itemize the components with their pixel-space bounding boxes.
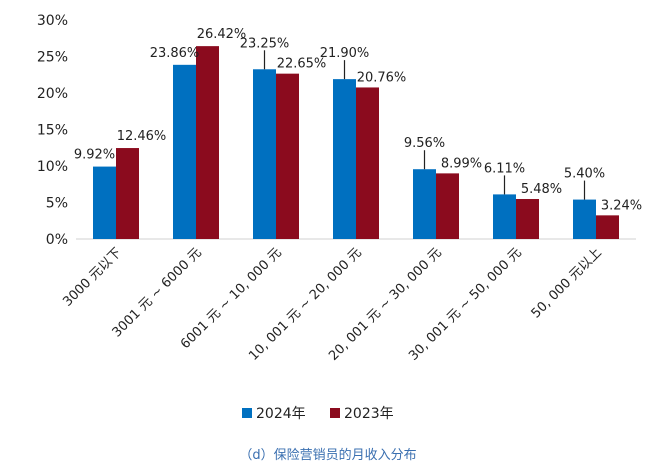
- chart-caption: （d）保险营销员的月收入分布: [239, 447, 416, 463]
- data-label: 9.56%: [404, 136, 445, 151]
- bar-series2: [596, 215, 619, 239]
- y-tick-label: 5%: [46, 196, 68, 212]
- bar-series2: [116, 148, 139, 239]
- legend-label: 2024年: [256, 406, 306, 422]
- bar-series1: [93, 166, 116, 239]
- bar-series2: [356, 87, 379, 240]
- bar-series2: [516, 198, 539, 239]
- x-category-label: 3001 元 ~ 6000 元: [110, 245, 205, 340]
- bar-series2: [276, 73, 299, 239]
- y-tick-label: 10%: [37, 159, 68, 175]
- bar-series1: [413, 169, 436, 239]
- bar-series1: [333, 79, 356, 239]
- y-tick-label: 0%: [46, 232, 68, 248]
- data-label: 22.65%: [277, 57, 327, 72]
- data-label: 8.99%: [441, 156, 482, 171]
- data-label: 23.25%: [240, 36, 290, 51]
- data-label: 12.46%: [117, 129, 167, 144]
- legend-swatch: [330, 408, 340, 418]
- bar-series1: [173, 64, 196, 240]
- data-label: 6.11%: [484, 161, 525, 176]
- bar-series1: [493, 194, 516, 239]
- data-label: 26.42%: [197, 27, 247, 42]
- bar-series2: [196, 46, 219, 239]
- x-category-label: 50, 000 元以上: [529, 245, 605, 321]
- data-label: 23.86%: [150, 46, 200, 61]
- y-tick-label: 30%: [37, 13, 68, 29]
- y-tick-label: 25%: [37, 50, 68, 66]
- bar-series1: [253, 69, 276, 240]
- data-label: 20.76%: [357, 70, 407, 85]
- legend-label: 2023年: [344, 406, 394, 422]
- data-label: 3.24%: [601, 198, 642, 213]
- bar-series2: [436, 173, 459, 239]
- y-tick-label: 15%: [37, 123, 68, 139]
- data-label: 21.90%: [320, 46, 370, 61]
- x-category-label: 3000 元以下: [60, 245, 125, 310]
- data-label: 5.40%: [564, 167, 605, 182]
- bar-series1: [573, 199, 596, 239]
- legend-swatch: [242, 408, 252, 418]
- y-tick-label: 20%: [37, 86, 68, 102]
- data-label: 5.48%: [521, 182, 562, 197]
- data-label: 9.92%: [74, 148, 115, 163]
